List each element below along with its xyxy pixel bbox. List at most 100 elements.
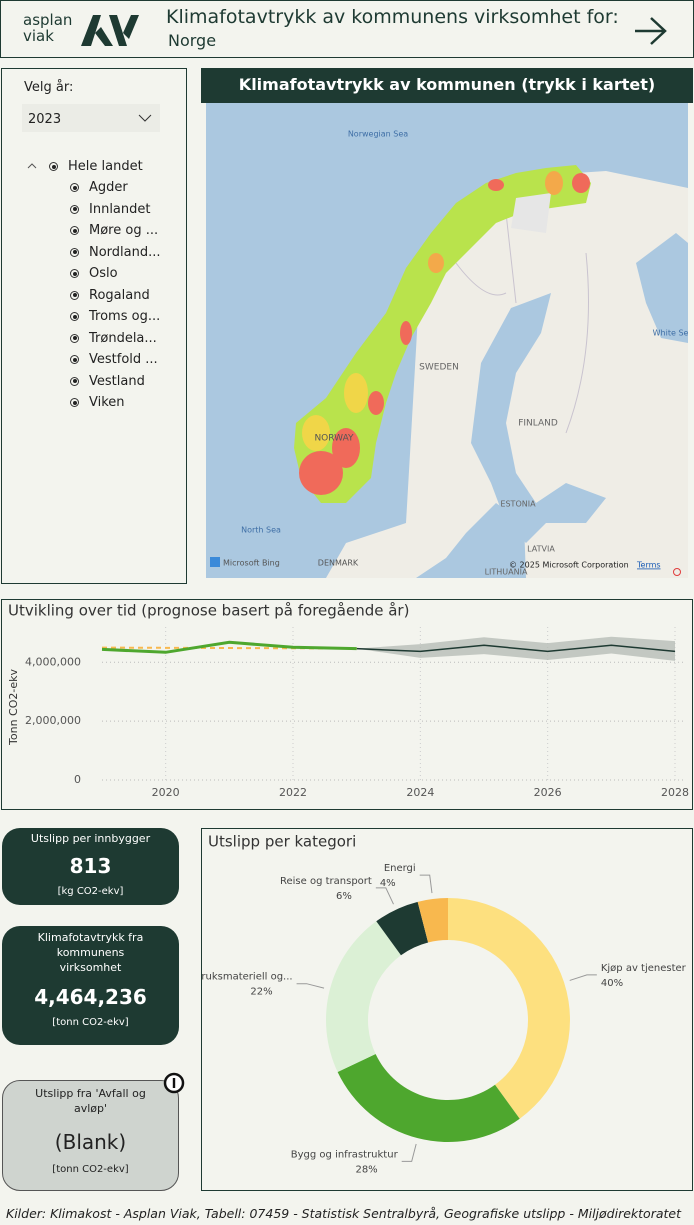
logo-shape: [109, 15, 127, 46]
chevron: [27, 163, 37, 169]
header: asplan viak Klimafotavtrykk av kommunens…: [0, 0, 694, 58]
kpi-title: Utslipp fra 'Avfall og avløp': [35, 1087, 146, 1115]
panel-border: [1, 599, 693, 810]
logo-shape: [123, 15, 139, 39]
map[interactable]: Microsoft Bing © 2025 Microsoft Corporat…: [206, 103, 688, 578]
slice-label: Reise og transport: [280, 876, 372, 887]
region-fill: [572, 173, 590, 193]
radio[interactable]: [70, 376, 79, 386]
kpi-title: Utslipp per innbygger: [30, 832, 151, 845]
map-provider: Microsoft Bing: [223, 559, 280, 568]
radio[interactable]: [70, 355, 79, 364]
filter-panel: Velg år: 2023 Hele landet Agder Innlandet…: [1, 68, 187, 584]
tree-item[interactable]: Vestland: [89, 373, 145, 389]
baltic-sea: [471, 293, 606, 543]
kpi-card: Utslipp fra 'Avfall og avløp' (Blank) [t…: [2, 1080, 179, 1191]
radio[interactable]: [70, 269, 79, 278]
region-fill: [302, 415, 330, 451]
kpi-title: Klimafotavtrykk fra kommunens virksomhet: [37, 931, 144, 974]
region-fill: [368, 391, 384, 415]
donut-slice: [417, 898, 448, 943]
x-tick-label: 2028: [661, 786, 689, 799]
logo-text: asplan viak: [23, 12, 72, 44]
map-label: White Sea: [653, 329, 688, 338]
radio[interactable]: [70, 226, 79, 235]
region-fill: [400, 321, 412, 345]
map-label: ESTONIA: [500, 500, 536, 509]
kpi-value: (Blank): [54, 1130, 127, 1154]
radio[interactable]: [70, 312, 79, 321]
leader-line: [419, 874, 433, 894]
x-tick-label: 2022: [279, 786, 307, 799]
kpi-value: 4,464,236: [34, 985, 147, 1009]
kpi-card: Utslipp per innbygger 813 [kg CO2-ekv]: [2, 828, 179, 905]
region-fill: [545, 171, 563, 195]
tree-item[interactable]: Rogaland: [89, 287, 150, 303]
radio[interactable]: [70, 333, 79, 343]
location-icon: [673, 568, 681, 576]
terms-link[interactable]: Terms: [636, 561, 661, 570]
slice-label: Kjøp av tjenester: [601, 963, 687, 974]
y-axis-title: Tonn CO2-ekv: [7, 669, 20, 746]
radio[interactable]: [70, 398, 79, 407]
tree-item[interactable]: Troms og...: [89, 309, 161, 324]
kpi-card: Klimafotavtrykk fra kommunens virksomhet…: [2, 926, 179, 1045]
radio[interactable]: [70, 183, 79, 192]
bing-logo: [210, 557, 220, 567]
tree-item[interactable]: Nordland...: [89, 244, 161, 260]
x-tick-label: 2024: [406, 786, 434, 799]
tree-item[interactable]: Vestfold ...: [89, 352, 158, 367]
year-dropdown[interactable]: 2023: [22, 104, 160, 132]
slice-value-label: 40%: [601, 978, 623, 989]
y-tick-label: 4,000,000: [25, 655, 81, 668]
page-title: Klimafotavtrykk av kommunens virksomhet …: [166, 6, 619, 28]
tree-item[interactable]: Trøndela...: [89, 330, 157, 346]
map-label: LATVIA: [527, 545, 555, 554]
radio[interactable]: [70, 247, 79, 257]
series-line: [101, 646, 357, 650]
logo-top: asplan: [23, 11, 73, 29]
tree-root[interactable]: Hele landet: [68, 159, 143, 174]
x-tick-label: 2020: [152, 786, 180, 799]
norway-land: [294, 165, 591, 503]
region-fill: [299, 451, 343, 495]
radio[interactable]: [70, 204, 79, 214]
chart-title: Utvikling over tid (prognose basert på f…: [8, 602, 409, 620]
chart-title: Utslipp per kategori: [208, 833, 356, 851]
radio[interactable]: [70, 290, 79, 300]
map-attribution: © 2025 Microsoft Corporation: [509, 561, 629, 570]
tree-item[interactable]: Oslo: [89, 266, 118, 281]
tree-item[interactable]: Innlandet: [89, 201, 151, 217]
donut-slice: [326, 921, 401, 1072]
white-sea: [636, 233, 688, 343]
leader-line: [569, 974, 597, 981]
slice-label: Bygg og infrastruktur: [291, 1149, 399, 1160]
next-arrow[interactable]: [631, 15, 671, 47]
filter-label: Velg år:: [24, 80, 74, 95]
tree-item[interactable]: Møre og ...: [89, 223, 159, 238]
y-tick-label: 2,000,000: [25, 714, 81, 727]
logo-mark: [81, 15, 139, 46]
region-fill: [332, 428, 360, 468]
region-fill: [488, 179, 504, 191]
map-label: North Sea: [241, 526, 281, 535]
slice-label: Energi: [384, 863, 416, 874]
y-tick-label: 0: [74, 773, 81, 786]
leader-line: [375, 887, 394, 905]
chevron: [138, 114, 152, 122]
info-icon[interactable]: [163, 1072, 185, 1094]
info-bar: [172, 1078, 176, 1088]
radio[interactable]: [49, 162, 58, 171]
series-line: [356, 644, 676, 653]
map-label: FINLAND: [518, 419, 558, 429]
dropdown-chevron: [138, 114, 152, 122]
kpi-unit: [tonn CO2-ekv]: [52, 1164, 129, 1175]
tree-item[interactable]: Agder: [89, 180, 128, 195]
map-label: NORWAY: [314, 434, 354, 444]
tree-item[interactable]: Viken: [89, 395, 125, 410]
collapse-icon[interactable]: [27, 162, 39, 170]
slice-value-label: 22%: [250, 987, 272, 998]
map-title: Klimafotavtrykk av kommunen (trykk i kar…: [201, 68, 693, 103]
slice-value-label: 4%: [380, 878, 396, 889]
